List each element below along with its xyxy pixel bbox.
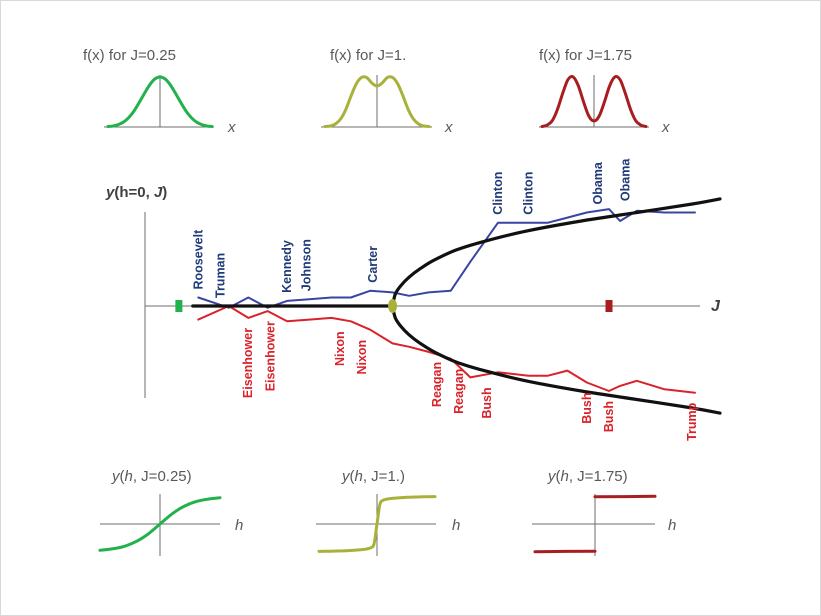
label-bottom-1: Eisenhower: [241, 328, 255, 398]
label-bottom-9: Bush: [602, 401, 616, 432]
marker-J-3: [605, 300, 613, 312]
label-top-5: Carter: [366, 246, 380, 283]
fit-lower-branch: [390, 304, 722, 415]
label-top-9: Obama: [619, 158, 633, 201]
resp-2-title: y(h, J=1.): [341, 468, 405, 485]
label-top-3: Kennedy: [280, 240, 294, 293]
label-bottom-10: Trump: [685, 402, 699, 441]
dist-3-x-label: x: [661, 119, 670, 136]
label-bottom-2: Eisenhower: [263, 321, 277, 391]
label-bottom-3: Nixon: [333, 331, 347, 366]
bifurcation-y-label: y(h=0, J): [105, 184, 167, 201]
label-top-2: Truman: [214, 253, 228, 298]
label-top-1: Roosevelt: [191, 229, 205, 290]
label-top-7: Clinton: [522, 172, 536, 215]
dist-1-x-label: x: [227, 119, 236, 136]
marker-J-2: [388, 299, 398, 313]
bifurcation-x-label: J: [711, 298, 721, 315]
dist-3-title: f(x) for J=1.75: [539, 47, 632, 64]
label-bottom-7: Bush: [480, 387, 494, 418]
label-bottom-4: Nixon: [355, 340, 369, 375]
resp-1-x-label: h: [235, 517, 243, 534]
fit-upper-branch: [390, 197, 722, 308]
resp-2-curve: [317, 495, 437, 553]
dist-2-title: f(x) for J=1.: [330, 47, 406, 64]
label-top-4: Johnson: [300, 239, 314, 291]
label-bottom-5: Reagan: [430, 362, 444, 407]
series-top-line: [197, 208, 696, 309]
dist-2-x-label: x: [444, 119, 453, 136]
dist-3-curve: [540, 75, 648, 128]
label-bottom-8: Bush: [580, 393, 594, 424]
dist-1-curve: [106, 75, 214, 128]
dist-1-title: f(x) for J=0.25: [83, 47, 176, 64]
resp-3-curve-lower: [533, 549, 597, 554]
resp-3-x-label: h: [668, 517, 676, 534]
resp-3-curve-upper: [593, 494, 657, 499]
label-bottom-6: Reagan: [452, 369, 466, 414]
dist-2-curve: [323, 75, 431, 128]
label-top-8: Obama: [591, 161, 605, 204]
label-top-6: Clinton: [491, 172, 505, 215]
resp-1-title: y(h, J=0.25): [111, 468, 192, 485]
resp-1-curve: [98, 496, 222, 552]
resp-2-x-label: h: [452, 517, 460, 534]
resp-3-title: y(h, J=1.75): [547, 468, 628, 485]
marker-J-1: [175, 300, 183, 312]
